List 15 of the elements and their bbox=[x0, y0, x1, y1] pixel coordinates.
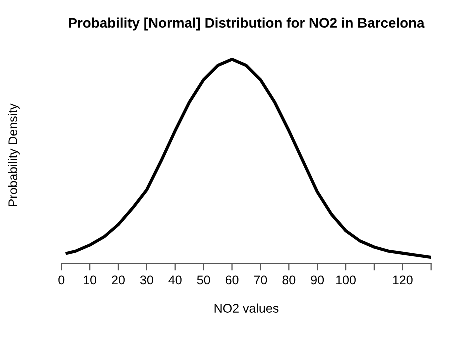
x-axis-title: NO2 values bbox=[214, 304, 279, 313]
x-tick-label: 40 bbox=[168, 276, 182, 285]
x-tick-label: 0 bbox=[58, 276, 65, 285]
x-tick-label: 100 bbox=[336, 276, 356, 285]
chart-title: Probability [Normal] Distribution for NO2 in Barcelona bbox=[69, 18, 425, 31]
y-axis-title: Probability Density bbox=[8, 104, 20, 206]
x-tick-label: 120 bbox=[393, 276, 413, 285]
x-tick-label: 50 bbox=[197, 276, 210, 285]
x-tick-label: 70 bbox=[254, 276, 268, 285]
x-tick-label: 80 bbox=[282, 276, 296, 285]
x-tick-label: 20 bbox=[112, 276, 125, 285]
x-tick-label: 90 bbox=[311, 276, 324, 285]
x-tick-label: 10 bbox=[84, 276, 97, 285]
x-tick-label: 60 bbox=[226, 276, 239, 285]
x-tick-label: 30 bbox=[140, 276, 154, 285]
